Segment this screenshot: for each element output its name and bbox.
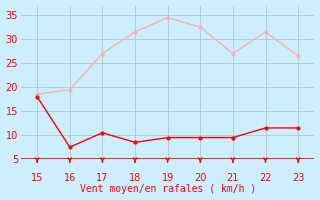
X-axis label: Vent moyen/en rafales ( km/h ): Vent moyen/en rafales ( km/h )	[79, 184, 256, 194]
